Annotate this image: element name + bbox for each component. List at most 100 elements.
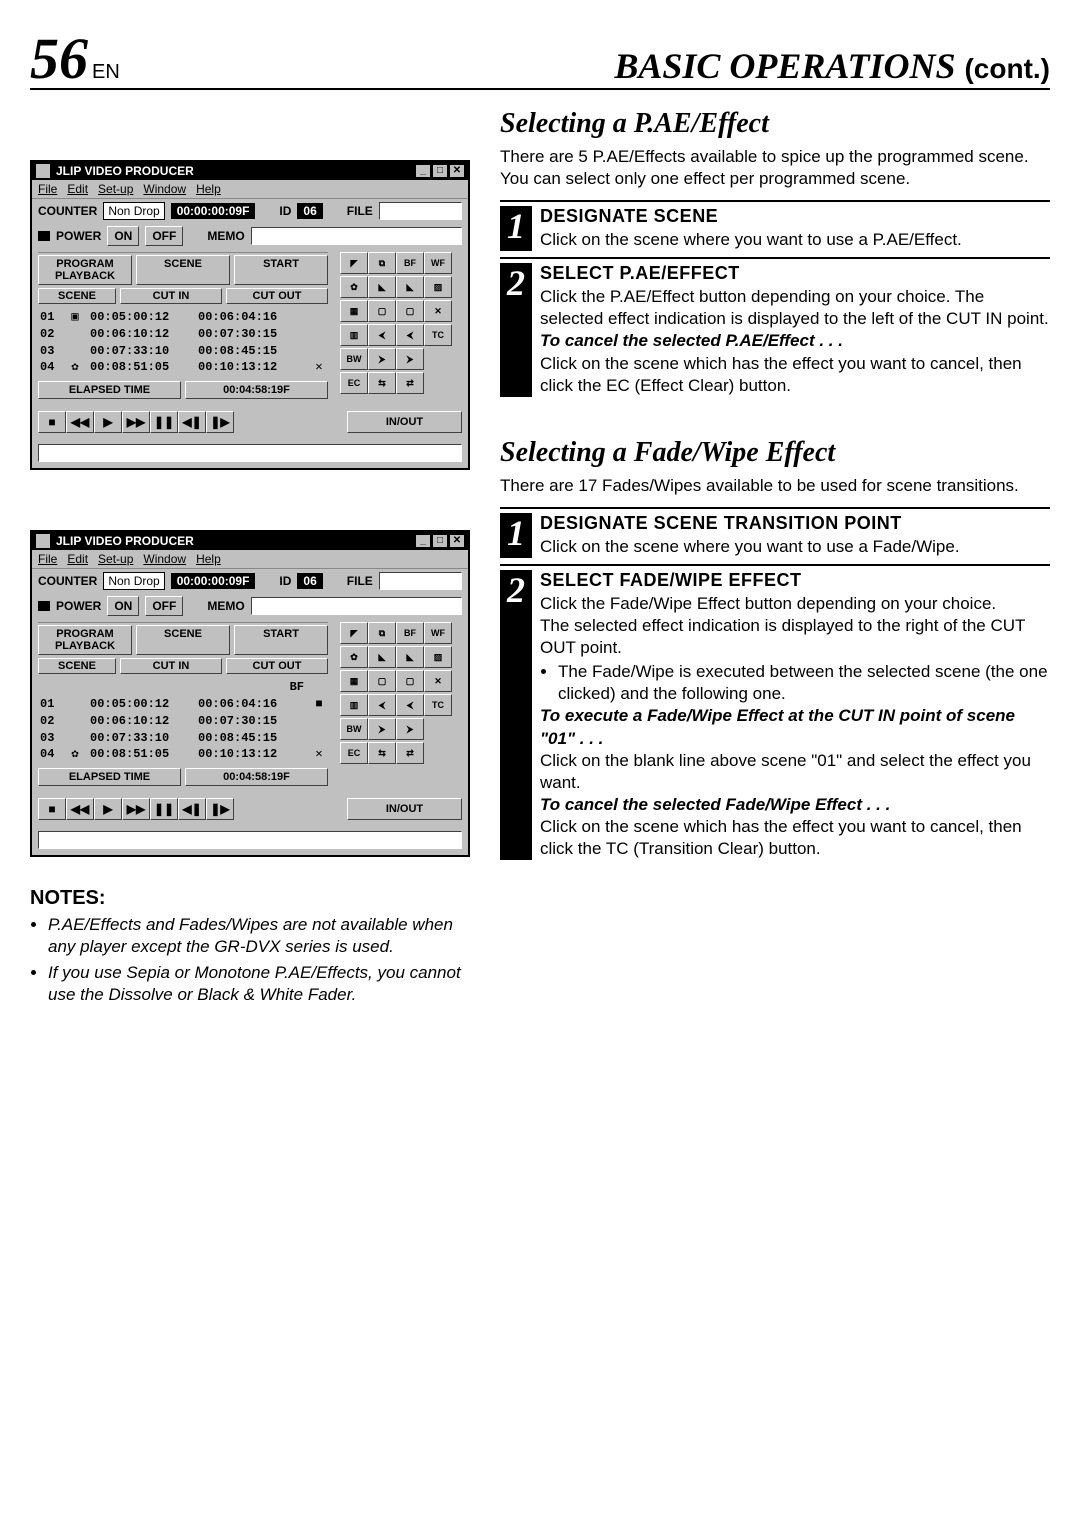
transport-button[interactable]: ❚▶ <box>206 798 234 820</box>
col-cutin[interactable]: CUT IN <box>120 658 222 674</box>
menu-edit[interactable]: Edit <box>67 182 88 196</box>
effect-button[interactable]: ◤ <box>340 622 368 644</box>
on-button[interactable]: ON <box>107 226 139 246</box>
effect-button[interactable]: BF <box>396 252 424 274</box>
scene-button[interactable]: SCENE <box>136 255 230 285</box>
effect-button[interactable]: ⇆ <box>368 742 396 764</box>
effect-button[interactable]: ▥ <box>340 694 368 716</box>
transport-button[interactable]: ■ <box>38 411 66 433</box>
transport-button[interactable]: ▶ <box>94 798 122 820</box>
effect-button[interactable]: ⮞ <box>396 348 424 370</box>
effect-button[interactable]: ✿ <box>340 276 368 298</box>
effect-button[interactable]: ▦ <box>340 670 368 692</box>
effect-button[interactable]: BW <box>340 718 368 740</box>
effect-button[interactable]: ◣ <box>368 646 396 668</box>
effect-button[interactable]: WF <box>424 252 452 274</box>
effect-button[interactable]: ⮜ <box>396 694 424 716</box>
program-playback-button[interactable]: PROGRAM PLAYBACK <box>38 255 132 285</box>
on-button[interactable]: ON <box>107 596 139 616</box>
counter-mode[interactable]: Non Drop <box>103 202 164 220</box>
effect-button[interactable]: ⮞ <box>368 348 396 370</box>
menu-edit[interactable]: Edit <box>67 552 88 566</box>
transport-button[interactable]: ▶▶ <box>122 798 150 820</box>
effect-button[interactable]: TC <box>424 324 452 346</box>
col-cutout[interactable]: CUT OUT <box>226 288 328 304</box>
program-playback-button[interactable]: PROGRAM PLAYBACK <box>38 625 132 655</box>
transport-button[interactable]: ◀◀ <box>66 411 94 433</box>
transport-button[interactable]: ◀❚ <box>178 411 206 433</box>
minimize-button[interactable]: _ <box>416 165 430 177</box>
minimize-button[interactable]: _ <box>416 535 430 547</box>
effect-button[interactable]: ▨ <box>424 646 452 668</box>
scene-row[interactable]: 04✿00:08:51:0500:10:13:12✕ <box>40 746 326 763</box>
scene-button[interactable]: SCENE <box>136 625 230 655</box>
start-button[interactable]: START <box>234 625 328 655</box>
counter-mode[interactable]: Non Drop <box>103 572 164 590</box>
effect-button[interactable]: ⮜ <box>396 324 424 346</box>
transport-button[interactable]: ▶▶ <box>122 411 150 433</box>
file-field[interactable] <box>379 202 462 220</box>
scene-row[interactable]: 04✿00:08:51:0500:10:13:12✕ <box>40 359 326 376</box>
scene-row[interactable]: 0200:06:10:1200:07:30:15 <box>40 713 326 730</box>
effect-button[interactable]: ✕ <box>424 300 452 322</box>
effect-button[interactable]: ⇄ <box>396 742 424 764</box>
effect-button[interactable]: ▨ <box>424 276 452 298</box>
effect-button[interactable]: ⮜ <box>368 694 396 716</box>
transport-button[interactable]: ■ <box>38 798 66 820</box>
transport-button[interactable]: ❚❚ <box>150 411 178 433</box>
maximize-button[interactable]: □ <box>433 535 447 547</box>
effect-button[interactable]: BW <box>340 348 368 370</box>
effect-button[interactable]: ◣ <box>368 276 396 298</box>
close-button[interactable]: ✕ <box>450 535 464 547</box>
effect-button[interactable]: ▢ <box>396 300 424 322</box>
transport-button[interactable]: ◀❚ <box>178 798 206 820</box>
effect-button[interactable]: ⮞ <box>396 718 424 740</box>
effect-button[interactable]: ✿ <box>340 646 368 668</box>
scene-row[interactable]: 0200:06:10:1200:07:30:15 <box>40 326 326 343</box>
scene-row[interactable]: 0300:07:33:1000:08:45:15 <box>40 730 326 747</box>
menu-help[interactable]: Help <box>196 182 221 196</box>
effect-button[interactable]: ⇆ <box>368 372 396 394</box>
effect-button[interactable]: ◣ <box>396 276 424 298</box>
col-cutin[interactable]: CUT IN <box>120 288 222 304</box>
effect-button[interactable]: ⇄ <box>396 372 424 394</box>
menu-help[interactable]: Help <box>196 552 221 566</box>
start-button[interactable]: START <box>234 255 328 285</box>
effect-button[interactable]: ◣ <box>396 646 424 668</box>
file-field[interactable] <box>379 572 462 590</box>
menu-window[interactable]: Window <box>143 552 186 566</box>
effect-button[interactable]: BF <box>396 622 424 644</box>
off-button[interactable]: OFF <box>145 596 183 616</box>
close-button[interactable]: ✕ <box>450 165 464 177</box>
col-scene[interactable]: SCENE <box>38 658 116 674</box>
effect-button[interactable]: EC <box>340 372 368 394</box>
effect-button[interactable]: TC <box>424 694 452 716</box>
col-scene[interactable]: SCENE <box>38 288 116 304</box>
col-cutout[interactable]: CUT OUT <box>226 658 328 674</box>
menu-window[interactable]: Window <box>143 182 186 196</box>
effect-button[interactable]: ▥ <box>340 324 368 346</box>
memo-field[interactable] <box>251 597 462 615</box>
effect-button[interactable]: ✕ <box>424 670 452 692</box>
effect-button[interactable]: ◤ <box>340 252 368 274</box>
effect-button[interactable]: ⮞ <box>368 718 396 740</box>
effect-button[interactable]: EC <box>340 742 368 764</box>
scene-list[interactable]: 01▣00:05:00:1200:06:04:160200:06:10:1200… <box>38 307 328 378</box>
scene-row[interactable]: 01▣00:05:00:1200:06:04:16 <box>40 309 326 326</box>
effect-button[interactable]: ▢ <box>368 670 396 692</box>
menu-setup[interactable]: Set-up <box>98 182 133 196</box>
menu-file[interactable]: File <box>38 552 57 566</box>
transport-button[interactable]: ▶ <box>94 411 122 433</box>
transport-button[interactable]: ❚▶ <box>206 411 234 433</box>
menu-file[interactable]: File <box>38 182 57 196</box>
off-button[interactable]: OFF <box>145 226 183 246</box>
effect-button[interactable]: ⮜ <box>368 324 396 346</box>
effect-button[interactable]: WF <box>424 622 452 644</box>
scene-row[interactable]: 0300:07:33:1000:08:45:15 <box>40 343 326 360</box>
memo-field[interactable] <box>251 227 462 245</box>
maximize-button[interactable]: □ <box>433 165 447 177</box>
effect-button[interactable]: ⧉ <box>368 622 396 644</box>
menu-setup[interactable]: Set-up <box>98 552 133 566</box>
inout-button[interactable]: IN/OUT <box>347 798 462 820</box>
transport-button[interactable]: ❚❚ <box>150 798 178 820</box>
